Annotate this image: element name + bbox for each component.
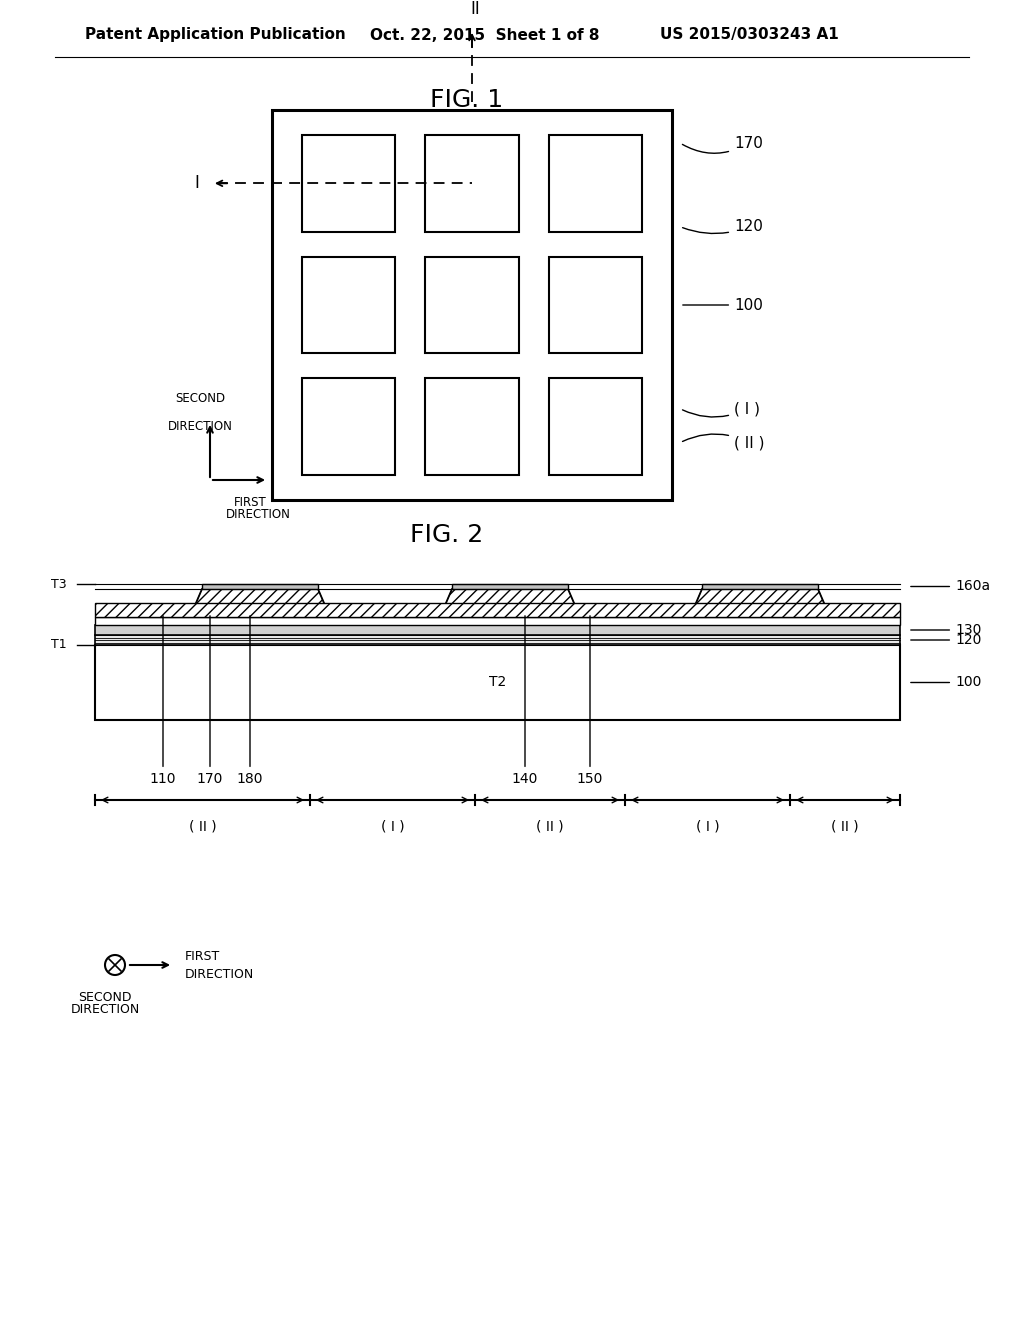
Bar xyxy=(302,135,395,232)
Bar xyxy=(549,135,642,232)
Text: ( II ): ( II ) xyxy=(683,434,765,450)
Bar xyxy=(549,379,642,475)
Bar xyxy=(95,603,900,616)
Text: 110: 110 xyxy=(150,615,176,785)
Bar xyxy=(702,583,818,589)
Text: 100: 100 xyxy=(910,676,981,689)
Text: FIG. 2: FIG. 2 xyxy=(410,523,483,546)
Text: DIRECTION: DIRECTION xyxy=(71,1003,139,1016)
Text: 180: 180 xyxy=(237,615,263,785)
Bar xyxy=(95,624,900,635)
Polygon shape xyxy=(440,589,580,616)
Bar xyxy=(425,379,519,475)
Text: Oct. 22, 2015  Sheet 1 of 8: Oct. 22, 2015 Sheet 1 of 8 xyxy=(370,28,599,42)
Text: FIRST: FIRST xyxy=(233,495,266,508)
Text: 120: 120 xyxy=(683,219,763,234)
Text: SECOND: SECOND xyxy=(175,392,225,405)
Bar xyxy=(95,635,900,645)
Bar xyxy=(549,256,642,354)
Text: SECOND: SECOND xyxy=(78,991,132,1005)
Text: FIG. 1: FIG. 1 xyxy=(430,88,503,112)
Text: 140: 140 xyxy=(512,615,539,785)
Text: 170: 170 xyxy=(682,136,763,153)
Text: US 2015/0303243 A1: US 2015/0303243 A1 xyxy=(660,28,839,42)
Bar xyxy=(95,616,900,624)
Polygon shape xyxy=(190,589,330,616)
Text: ( II ): ( II ) xyxy=(831,820,859,834)
Text: ( I ): ( I ) xyxy=(695,820,719,834)
Bar xyxy=(452,583,568,589)
Bar xyxy=(95,645,900,719)
Text: ( II ): ( II ) xyxy=(537,820,564,834)
Text: DIRECTION: DIRECTION xyxy=(185,968,254,981)
Text: Patent Application Publication: Patent Application Publication xyxy=(85,28,346,42)
Text: T2: T2 xyxy=(488,676,506,689)
Bar xyxy=(302,379,395,475)
Text: ( I ): ( I ) xyxy=(381,820,404,834)
Text: 150: 150 xyxy=(577,615,603,785)
Text: 170: 170 xyxy=(197,615,223,785)
Polygon shape xyxy=(690,589,830,616)
Bar xyxy=(425,135,519,232)
Circle shape xyxy=(105,954,125,975)
Bar xyxy=(302,256,395,354)
Text: DIRECTION: DIRECTION xyxy=(168,420,232,433)
Text: 160a: 160a xyxy=(910,579,990,594)
Bar xyxy=(272,110,672,500)
Text: DIRECTION: DIRECTION xyxy=(225,508,291,521)
Text: 100: 100 xyxy=(683,297,763,313)
Bar xyxy=(202,583,318,589)
Text: FIRST: FIRST xyxy=(185,949,220,962)
Text: II: II xyxy=(470,0,480,18)
Text: 130: 130 xyxy=(910,623,981,638)
Text: T3: T3 xyxy=(51,578,67,590)
Bar xyxy=(425,256,519,354)
Text: I: I xyxy=(195,174,200,193)
Text: 120: 120 xyxy=(910,634,981,647)
Text: T1: T1 xyxy=(51,639,67,652)
Text: ( I ): ( I ) xyxy=(683,401,760,417)
Text: ( II ): ( II ) xyxy=(188,820,216,834)
